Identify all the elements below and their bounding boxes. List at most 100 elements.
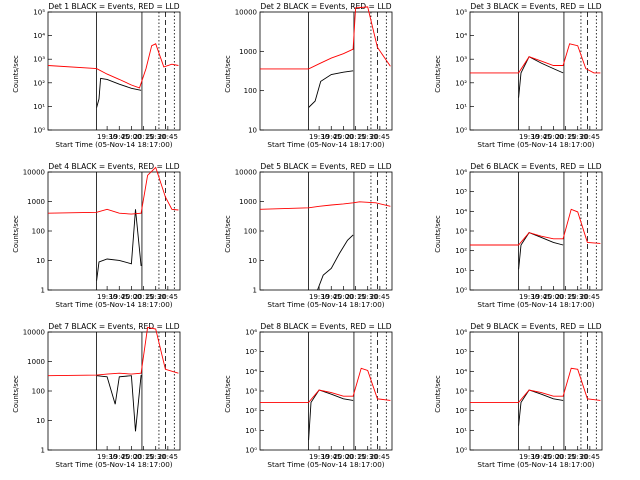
x-tick-label: 19:30 [309, 293, 329, 301]
plot-frame [469, 171, 603, 291]
x-tick-label: 20:45 [158, 133, 178, 141]
plot-frame [47, 11, 181, 131]
x-tick-label: 20:00 [333, 453, 353, 461]
y-tick-label: 100 [32, 388, 45, 396]
panel-title: Det 9 BLACK = Events, RED = LLD [470, 322, 601, 331]
series-events [317, 234, 354, 291]
x-tick-label: 19:30 [519, 133, 539, 141]
panel-title: Det 5 BLACK = Events, RED = LLD [260, 162, 391, 171]
x-tick-label: 19:30 [519, 453, 539, 461]
y-tick-label: 10⁵ [455, 9, 467, 17]
panel-det-1: Det 1 BLACK = Events, RED = LLD 10⁰ 10¹ 10²… [12, 2, 181, 149]
x-tick-label: 20:00 [333, 133, 353, 141]
x-tick-label: 20:15 [555, 133, 575, 141]
plot-frame [469, 11, 603, 131]
x-axis-label: Start Time (05-Nov-14 18:17:00) [267, 300, 384, 309]
series-events [308, 389, 354, 441]
series-events [96, 375, 142, 432]
panel-det-9: Det 9 BLACK = Events, RED = LLD 10⁰ 10¹ 10²… [434, 322, 603, 469]
x-tick-label: 20:00 [121, 133, 141, 141]
y-tick-label: 1 [41, 287, 45, 295]
series-lld [260, 6, 391, 70]
y-tick-label: 10⁰ [33, 127, 45, 135]
series-events [518, 56, 564, 98]
series-lld [259, 201, 391, 210]
y-tick-label: 10⁰ [245, 447, 257, 455]
x-tick-label: 19:45 [321, 133, 341, 141]
panel-det-5: Det 5 BLACK = Events, RED = LLD 1 10 100 100… [224, 162, 393, 309]
x-tick-label: 19:30 [97, 293, 117, 301]
y-tick-label: 10¹ [33, 103, 45, 111]
panel-title: Det 6 BLACK = Events, RED = LLD [470, 162, 601, 171]
y-axis-label: Counts/sec [12, 375, 20, 413]
x-tick-label: 20:45 [370, 453, 390, 461]
y-tick-label: 10⁰ [455, 127, 467, 135]
plot-frame [47, 331, 181, 451]
x-axis-label: Start Time (05-Nov-14 18:17:00) [267, 140, 384, 149]
x-tick-label: 19:45 [531, 453, 551, 461]
panel-title: Det 7 BLACK = Events, RED = LLD [48, 322, 179, 331]
y-axis-label: Counts/sec [224, 55, 232, 93]
series-lld [47, 326, 179, 377]
y-tick-label: 10³ [33, 56, 45, 64]
y-tick-label: 10³ [455, 56, 467, 64]
x-tick-label: 19:45 [109, 133, 129, 141]
x-tick-label: 20:30 [358, 133, 378, 141]
y-tick-label: 1000 [239, 48, 257, 56]
x-tick-label: 20:45 [158, 293, 178, 301]
x-axis-label: Start Time (05-Nov-14 18:17:00) [477, 140, 594, 149]
y-tick-label: 10⁰ [455, 287, 467, 295]
x-axis-label: Start Time (05-Nov-14 18:17:00) [477, 300, 594, 309]
x-tick-label: 20:15 [345, 453, 365, 461]
x-axis-label: Start Time (05-Nov-14 18:17:00) [267, 460, 384, 469]
plot-frame [259, 331, 393, 451]
panel-title: Det 3 BLACK = Events, RED = LLD [470, 2, 601, 11]
x-tick-label: 20:15 [133, 453, 153, 461]
y-tick-label: 10⁵ [245, 348, 257, 356]
series-lld [470, 43, 601, 74]
x-tick-label: 20:15 [133, 133, 153, 141]
y-tick-label: 10² [455, 79, 467, 87]
y-tick-label: 1 [41, 447, 45, 455]
x-tick-label: 20:45 [370, 293, 390, 301]
x-tick-label: 20:15 [133, 293, 153, 301]
y-tick-label: 10 [36, 417, 45, 425]
series-lld [260, 367, 391, 403]
y-tick-label: 1000 [27, 198, 45, 206]
y-tick-label: 10³ [245, 388, 257, 396]
x-tick-label: 20:00 [543, 453, 563, 461]
y-tick-label: 10000 [23, 169, 45, 177]
series-lld [47, 43, 179, 89]
series-events [308, 70, 354, 108]
y-tick-label: 10⁴ [455, 208, 467, 216]
y-tick-label: 10⁴ [455, 368, 467, 376]
y-tick-label: 1000 [27, 358, 45, 366]
x-tick-label: 19:30 [97, 453, 117, 461]
panel-det-2: Det 2 BLACK = Events, RED = LLD 10 100 1000… [224, 2, 393, 149]
x-tick-label: 19:45 [109, 293, 129, 301]
series-events [96, 209, 142, 281]
y-axis-label: Counts/sec [12, 215, 20, 253]
x-tick-label: 20:15 [345, 133, 365, 141]
y-tick-label: 10⁴ [33, 32, 45, 40]
x-tick-label: 20:30 [358, 453, 378, 461]
y-tick-label: 100 [244, 87, 257, 95]
x-axis-label: Start Time (05-Nov-14 18:17:00) [55, 140, 172, 149]
y-tick-label: 100 [244, 228, 257, 236]
x-tick-label: 19:45 [531, 293, 551, 301]
y-tick-label: 10³ [455, 388, 467, 396]
y-tick-label: 10⁵ [455, 188, 467, 196]
x-tick-label: 20:45 [580, 453, 600, 461]
series-lld [47, 166, 179, 215]
x-tick-label: 20:45 [370, 133, 390, 141]
series-lld [470, 208, 601, 246]
y-tick-label: 10¹ [455, 427, 467, 435]
y-tick-label: 10² [455, 247, 467, 255]
x-tick-label: 20:15 [555, 293, 575, 301]
x-tick-label: 20:30 [568, 133, 588, 141]
y-tick-label: 10⁵ [455, 348, 467, 356]
plot-frame [469, 331, 603, 451]
y-tick-label: 10² [455, 407, 467, 415]
x-tick-label: 20:45 [580, 293, 600, 301]
